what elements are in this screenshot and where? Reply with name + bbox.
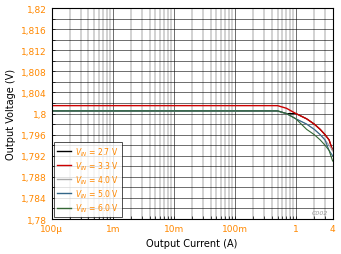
Legend: $V_{IN}$ = 2.7 V, $V_{IN}$ = 3.3 V, $V_{IN}$ = 4.0 V, $V_{IN}$ = 5.0 V, $V_{IN}$: $V_{IN}$ = 2.7 V, $V_{IN}$ = 3.3 V, $V_{… [54,142,122,217]
Text: C002: C002 [312,210,328,215]
Y-axis label: Output Voltage (V): Output Voltage (V) [5,69,16,160]
X-axis label: Output Current (A): Output Current (A) [147,239,238,248]
